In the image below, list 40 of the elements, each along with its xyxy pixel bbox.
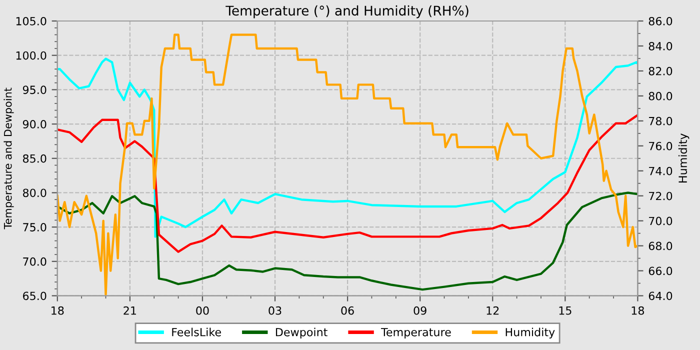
y2-tick-label: 86.0 bbox=[648, 16, 672, 26]
y-tick-label: 70.0 bbox=[23, 257, 46, 266]
y2-tick-label: 84.0 bbox=[648, 42, 672, 50]
line-series bbox=[57, 192, 638, 291]
y-tick-label: 90.0 bbox=[22, 120, 46, 128]
chart-title: Temperature (°) and Humidity (RH%) bbox=[226, 5, 468, 18]
y-tick-label: 85.0 bbox=[22, 154, 46, 163]
legend-label: FeelsLike bbox=[172, 328, 221, 336]
y-tick-label: 95.0 bbox=[22, 86, 46, 94]
y-axis-title: Temperature and Dewpoint bbox=[4, 88, 14, 230]
y2-axis-title: Humidity bbox=[678, 134, 690, 182]
legend-label: Humidity bbox=[506, 328, 555, 338]
x-tick-label: 03 bbox=[268, 306, 282, 315]
y2-tick-label: 70.0 bbox=[649, 216, 672, 226]
y2-tick-label: 64.0 bbox=[648, 292, 672, 300]
x-tick-label: 06 bbox=[341, 306, 354, 315]
line-series bbox=[57, 58, 638, 238]
line-series bbox=[57, 114, 638, 253]
y-tick-label: 75.0 bbox=[23, 223, 46, 232]
y2-tick-label: 80.0 bbox=[648, 92, 672, 100]
y2-tick-label: 72.0 bbox=[649, 192, 672, 200]
x-tick-label: 15 bbox=[559, 306, 572, 315]
x-tick-label: 21 bbox=[124, 306, 136, 315]
y2-tick-label: 76.0 bbox=[649, 142, 672, 150]
y-tick-label: 105.0 bbox=[16, 16, 46, 26]
x-tick-label: 18 bbox=[52, 306, 64, 315]
y2-tick-label: 68.0 bbox=[648, 242, 672, 250]
y2-tick-label: 78.0 bbox=[649, 116, 672, 126]
y-tick-label: 65.0 bbox=[23, 292, 46, 300]
y2-tick-label: 82.0 bbox=[648, 66, 672, 76]
legend-label: Temperature bbox=[381, 328, 451, 338]
y2-tick-label: 74.0 bbox=[649, 166, 672, 176]
x-tick-label: 09 bbox=[414, 306, 426, 315]
legend-label: Dewpoint bbox=[276, 328, 328, 338]
y-tick-label: 100.0 bbox=[16, 51, 46, 60]
x-tick-label: 12 bbox=[486, 306, 499, 315]
x-tick-label: 18 bbox=[632, 306, 644, 315]
y2-tick-label: 66.0 bbox=[648, 266, 672, 276]
x-tick-label: 00 bbox=[196, 306, 209, 315]
y-tick-label: 80.0 bbox=[22, 188, 46, 198]
